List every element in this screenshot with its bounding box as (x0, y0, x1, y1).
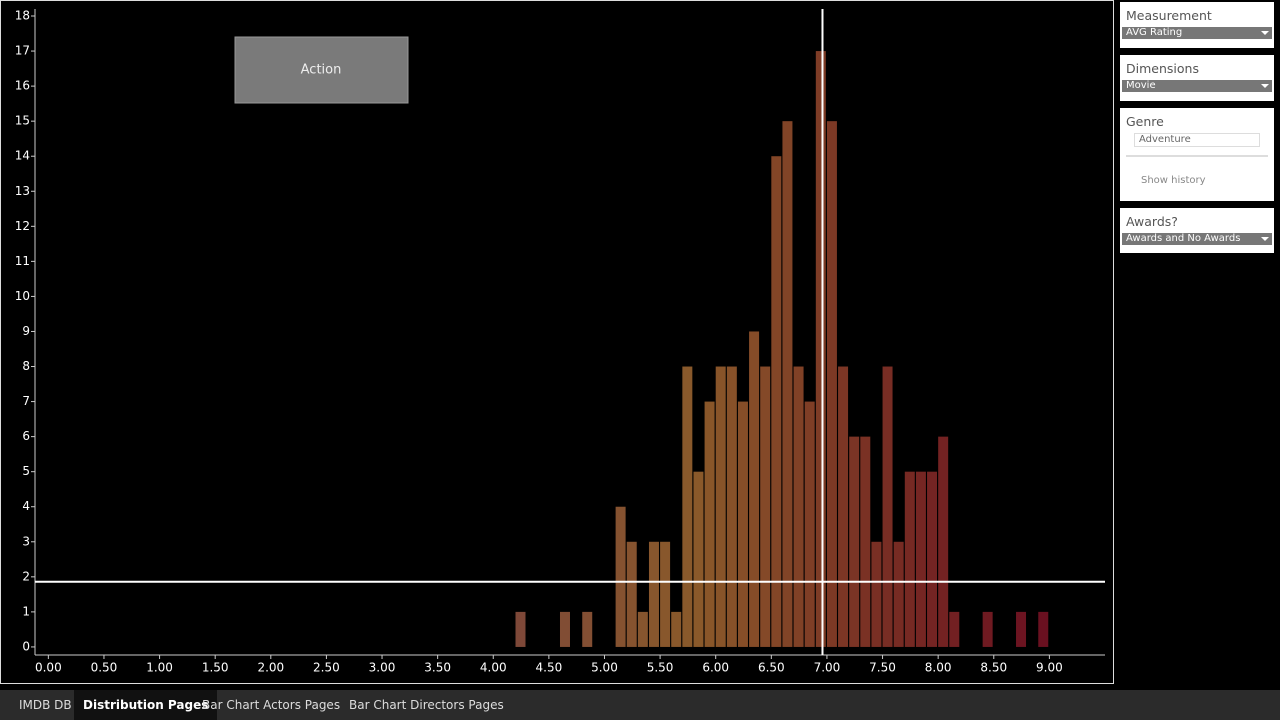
x-tick-label: 6.50 (758, 661, 785, 675)
bar (626, 541, 637, 647)
annotation: Action (301, 63, 342, 78)
tab-bar: IMDB DB Distribution Pages Bar Chart Actor… (0, 690, 1280, 720)
x-tick-label: 1.50 (202, 661, 229, 675)
tab[interactable]: Bar Chart Directors Pages (349, 698, 504, 712)
bar (904, 471, 915, 647)
bar (849, 436, 860, 647)
filter-card: Dimensions Movie (1120, 55, 1274, 101)
filter-title: Genre (1126, 114, 1164, 129)
x-tick-label: 4.50 (536, 661, 563, 675)
bar (760, 366, 771, 647)
x-tick-label: 7.50 (869, 661, 896, 675)
y-tick-label: 13 (15, 184, 30, 198)
bar (671, 611, 682, 647)
x-tick-label: 0.00 (35, 661, 62, 675)
y-tick-label: 16 (15, 79, 30, 93)
filter-card: Measurement AVG Rating (1120, 2, 1274, 48)
bar (615, 506, 626, 647)
y-tick-label: 17 (15, 44, 30, 58)
bar (893, 541, 904, 647)
dropdown[interactable]: Adventure (1134, 133, 1260, 147)
bar (949, 611, 960, 647)
bar (860, 436, 871, 647)
bar (1016, 611, 1027, 647)
tab[interactable]: IMDB DB (19, 698, 72, 712)
bar (559, 611, 570, 647)
filter-card: Genre Adventure Show history (1120, 108, 1274, 201)
bar (704, 401, 715, 647)
x-tick-label: 3.00 (369, 661, 396, 675)
x-tick-label: 5.50 (647, 661, 674, 675)
y-tick-label: 0 (22, 639, 30, 653)
bar (871, 541, 882, 647)
y-tick-label: 8 (22, 359, 30, 373)
bar (938, 436, 949, 647)
bar (782, 121, 793, 647)
bar (826, 121, 837, 647)
dropdown[interactable]: Awards and No Awards (1122, 233, 1272, 245)
annotation-box (234, 36, 409, 104)
bar (715, 366, 726, 647)
y-tick-label: 5 (22, 464, 30, 478)
y-tick-label: 1 (22, 604, 30, 618)
bar (771, 156, 782, 647)
bar (915, 471, 926, 647)
y-tick-label: 6 (22, 429, 30, 443)
bar (882, 366, 893, 647)
x-tick-label: 8.00 (925, 661, 952, 675)
dropdown[interactable]: AVG Rating (1122, 27, 1272, 39)
x-tick-label: 2.50 (313, 661, 340, 675)
x-tick-label: 3.50 (424, 661, 451, 675)
y-tick-label: 14 (15, 149, 30, 163)
filter-title: Awards? (1126, 214, 1178, 229)
x-tick-label: 6.00 (702, 661, 729, 675)
filter-title: Dimensions (1126, 61, 1199, 76)
bar (793, 366, 804, 647)
x-tick-label: 1.00 (146, 661, 173, 675)
y-tick-label: 15 (15, 114, 30, 128)
y-tick-label: 7 (22, 394, 30, 408)
y-tick-label: 11 (15, 254, 30, 268)
bar (637, 611, 648, 647)
bar (682, 366, 693, 647)
x-tick-label: 8.50 (980, 661, 1007, 675)
bar (648, 541, 659, 647)
bar (737, 401, 748, 647)
bar (815, 51, 826, 647)
show-history[interactable]: Show history (1141, 175, 1206, 186)
x-tick-label: 2.00 (257, 661, 284, 675)
y-tick-label: 2 (22, 569, 30, 583)
bar (660, 541, 671, 647)
bar (582, 611, 593, 647)
y-tick-label: 9 (22, 324, 30, 338)
y-tick-label: 4 (22, 499, 30, 513)
bar (982, 611, 993, 647)
x-tick-label: 5.00 (591, 661, 618, 675)
bar (515, 611, 526, 647)
bar (749, 331, 760, 647)
y-tick-label: 3 (22, 534, 30, 548)
slider[interactable] (1126, 155, 1268, 157)
x-tick-label: 9.00 (1036, 661, 1063, 675)
x-tick-label: 7.00 (814, 661, 841, 675)
x-tick-label: 4.00 (480, 661, 507, 675)
tab[interactable]: Distribution Pages (74, 690, 218, 720)
bar (927, 471, 938, 647)
x-tick-label: 0.50 (91, 661, 118, 675)
bar (1038, 611, 1049, 647)
y-tick-label: 18 (15, 9, 30, 23)
bar (804, 401, 815, 647)
bar (838, 366, 849, 647)
bar (693, 471, 704, 647)
bar (726, 366, 737, 647)
filter-card: Awards? Awards and No Awards (1120, 208, 1274, 253)
y-tick-label: 12 (15, 219, 30, 233)
filter-title: Measurement (1126, 8, 1212, 23)
tab[interactable]: Bar Chart Actors Pages (202, 698, 341, 712)
dropdown[interactable]: Movie (1122, 80, 1272, 92)
y-tick-label: 10 (15, 289, 30, 303)
